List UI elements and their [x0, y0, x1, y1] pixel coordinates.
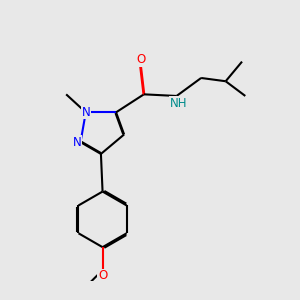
Text: N: N [81, 106, 90, 119]
Text: NH: NH [169, 97, 187, 110]
Text: O: O [136, 53, 145, 67]
Text: O: O [98, 269, 107, 283]
Text: N: N [73, 136, 82, 148]
